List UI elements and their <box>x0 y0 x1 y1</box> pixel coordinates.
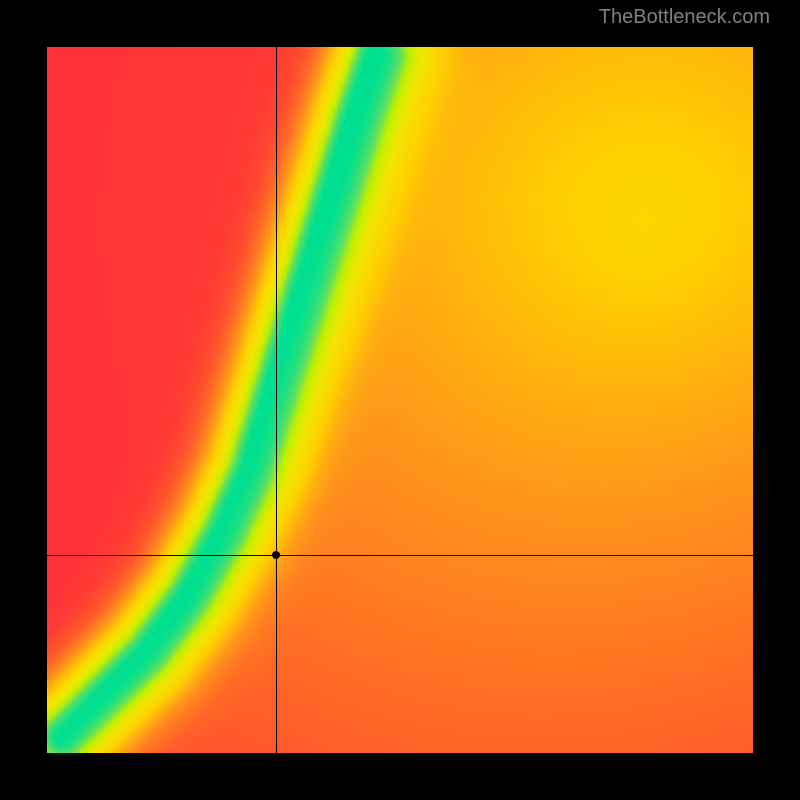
crosshair-dot <box>272 551 280 559</box>
heatmap-plot <box>47 47 753 753</box>
crosshair-vertical <box>276 47 277 753</box>
heatmap-canvas <box>47 47 753 753</box>
crosshair-horizontal <box>47 555 753 556</box>
watermark-text: TheBottleneck.com <box>599 6 770 29</box>
